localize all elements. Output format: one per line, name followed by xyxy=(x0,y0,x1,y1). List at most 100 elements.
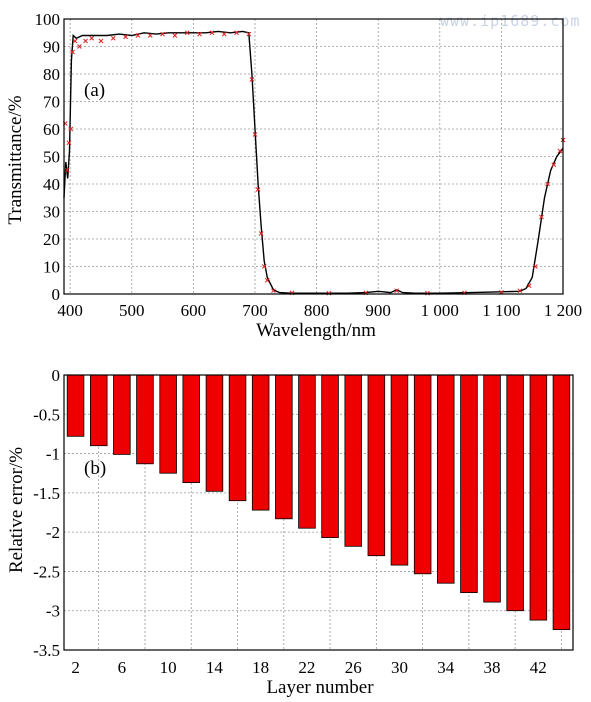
relative-error-axis-label: Relative error/% xyxy=(6,447,27,573)
measured-point xyxy=(221,31,227,37)
transmittance-axis-label: Transmittance/% xyxy=(5,95,26,224)
measured-point xyxy=(271,288,276,294)
error-bar xyxy=(113,374,131,455)
x-tick-label: 38 xyxy=(484,658,501,677)
error-bar xyxy=(205,374,224,492)
error-bar xyxy=(344,374,362,547)
measured-point xyxy=(70,49,75,55)
measured-point xyxy=(66,140,72,146)
x-tick-label: 400 xyxy=(57,301,83,320)
y-tick-label: 80 xyxy=(43,65,60,84)
error-bar xyxy=(136,374,154,465)
transmittance-series xyxy=(62,30,566,296)
measured-point xyxy=(77,44,82,49)
measured-point xyxy=(64,167,70,173)
x-tick-label: 34 xyxy=(437,658,455,677)
layer-number-axis-label: Layer number xyxy=(266,677,374,698)
error-bar xyxy=(436,374,455,584)
x-tick-label: 500 xyxy=(119,301,145,320)
y-tick-label: 50 xyxy=(43,148,60,167)
y-tick-label: 100 xyxy=(35,10,61,29)
measured-point xyxy=(110,35,116,41)
x-tick-label: 18 xyxy=(252,658,269,677)
x-tick-label: 42 xyxy=(530,658,547,677)
x-tick-label: 800 xyxy=(304,301,330,320)
measured-point xyxy=(83,38,88,44)
error-bar xyxy=(159,374,177,474)
watermark-text: www.ip1689.com xyxy=(440,12,580,30)
measured-point xyxy=(255,187,261,192)
y-tick-label: -3 xyxy=(46,602,60,621)
measured-point xyxy=(517,288,523,294)
measured-point xyxy=(209,30,215,36)
measured-point xyxy=(123,34,128,40)
error-bar xyxy=(460,374,478,594)
panel-label-b: (b) xyxy=(84,458,106,479)
x-tick-label: 1 100 xyxy=(482,301,520,320)
measured-point xyxy=(532,264,538,269)
error-bar xyxy=(228,374,247,502)
measured-point xyxy=(252,132,258,137)
measured-point xyxy=(264,277,270,283)
wavelength-axis-label: Wavelength/nm xyxy=(256,320,376,341)
measured-point xyxy=(545,181,550,187)
y-tick-label: -1 xyxy=(46,445,60,464)
measured-point xyxy=(526,283,532,289)
measured-point xyxy=(68,126,74,132)
relative-error-plot-frame xyxy=(63,374,574,651)
x-tick-label: 1 000 xyxy=(421,301,459,320)
y-tick-label: -1.5 xyxy=(33,484,60,503)
measured-point xyxy=(261,264,267,269)
panel-label-a: (a) xyxy=(84,80,105,101)
x-tick-label: 2 xyxy=(71,658,80,677)
measured-point xyxy=(557,148,563,154)
x-tick-label: 6 xyxy=(118,658,127,677)
error-bar xyxy=(413,374,432,575)
y-tick-label: 40 xyxy=(43,175,60,194)
y-tick-label: -0.5 xyxy=(33,405,60,424)
error-bar xyxy=(251,374,270,511)
measured-point xyxy=(89,35,95,41)
measured-point xyxy=(249,77,255,82)
relative-error-bars xyxy=(66,374,571,631)
transmittance-chart: 400 500 600 700 800 900 1 000 1 100 1 200 0 10 20 30… xyxy=(5,10,582,341)
x-tick-label: 14 xyxy=(206,658,224,677)
error-bar xyxy=(483,374,501,603)
y-tick-label: -2 xyxy=(46,523,60,542)
measured-point xyxy=(246,31,252,37)
measured-point xyxy=(184,30,190,36)
y-tick-label: 30 xyxy=(43,203,60,222)
error-bar xyxy=(552,374,571,631)
x-tick-label: 26 xyxy=(345,658,362,677)
x-tick-label: 10 xyxy=(160,658,177,677)
error-bar xyxy=(321,374,339,539)
x-tick-label: 22 xyxy=(298,658,315,677)
y-tick-label: 60 xyxy=(43,120,60,139)
y-tick-label: 70 xyxy=(43,93,60,112)
transmittance-plot-frame xyxy=(63,18,564,295)
x-tick-label: 30 xyxy=(391,658,408,677)
y-tick-label: 90 xyxy=(43,38,60,57)
x-tick-label: 1 200 xyxy=(544,301,582,320)
error-bar xyxy=(90,374,108,447)
error-bar xyxy=(367,374,386,557)
error-bar xyxy=(182,374,200,483)
measured-point xyxy=(234,30,239,36)
measured-point xyxy=(135,33,141,38)
measured-point xyxy=(160,31,165,37)
relative-error-chart: 0-0.5-1-1.5-2-2.5-3-3.52 6 10 14 18 22 26 30 34 3… xyxy=(6,366,574,698)
y-tick-label: -2.5 xyxy=(33,562,60,581)
relative-error-ticks: 0-0.5-1-1.5-2-2.5-3-3.52 6 10 14 18 22 26 30 34 3… xyxy=(33,366,547,677)
theoretical-line xyxy=(63,30,564,294)
y-tick-label: 0 xyxy=(52,285,61,304)
error-bar xyxy=(390,374,409,566)
measured-point xyxy=(147,33,153,38)
measured-point xyxy=(172,33,178,38)
measured-point xyxy=(551,162,557,168)
error-bar xyxy=(529,374,548,621)
y-tick-label: 20 xyxy=(43,230,60,249)
error-bar xyxy=(506,374,524,612)
transmittance-ticks: 400 500 600 700 800 900 1 000 1 100 1 200 0 10 20 30… xyxy=(35,10,583,320)
error-bar xyxy=(298,374,316,529)
